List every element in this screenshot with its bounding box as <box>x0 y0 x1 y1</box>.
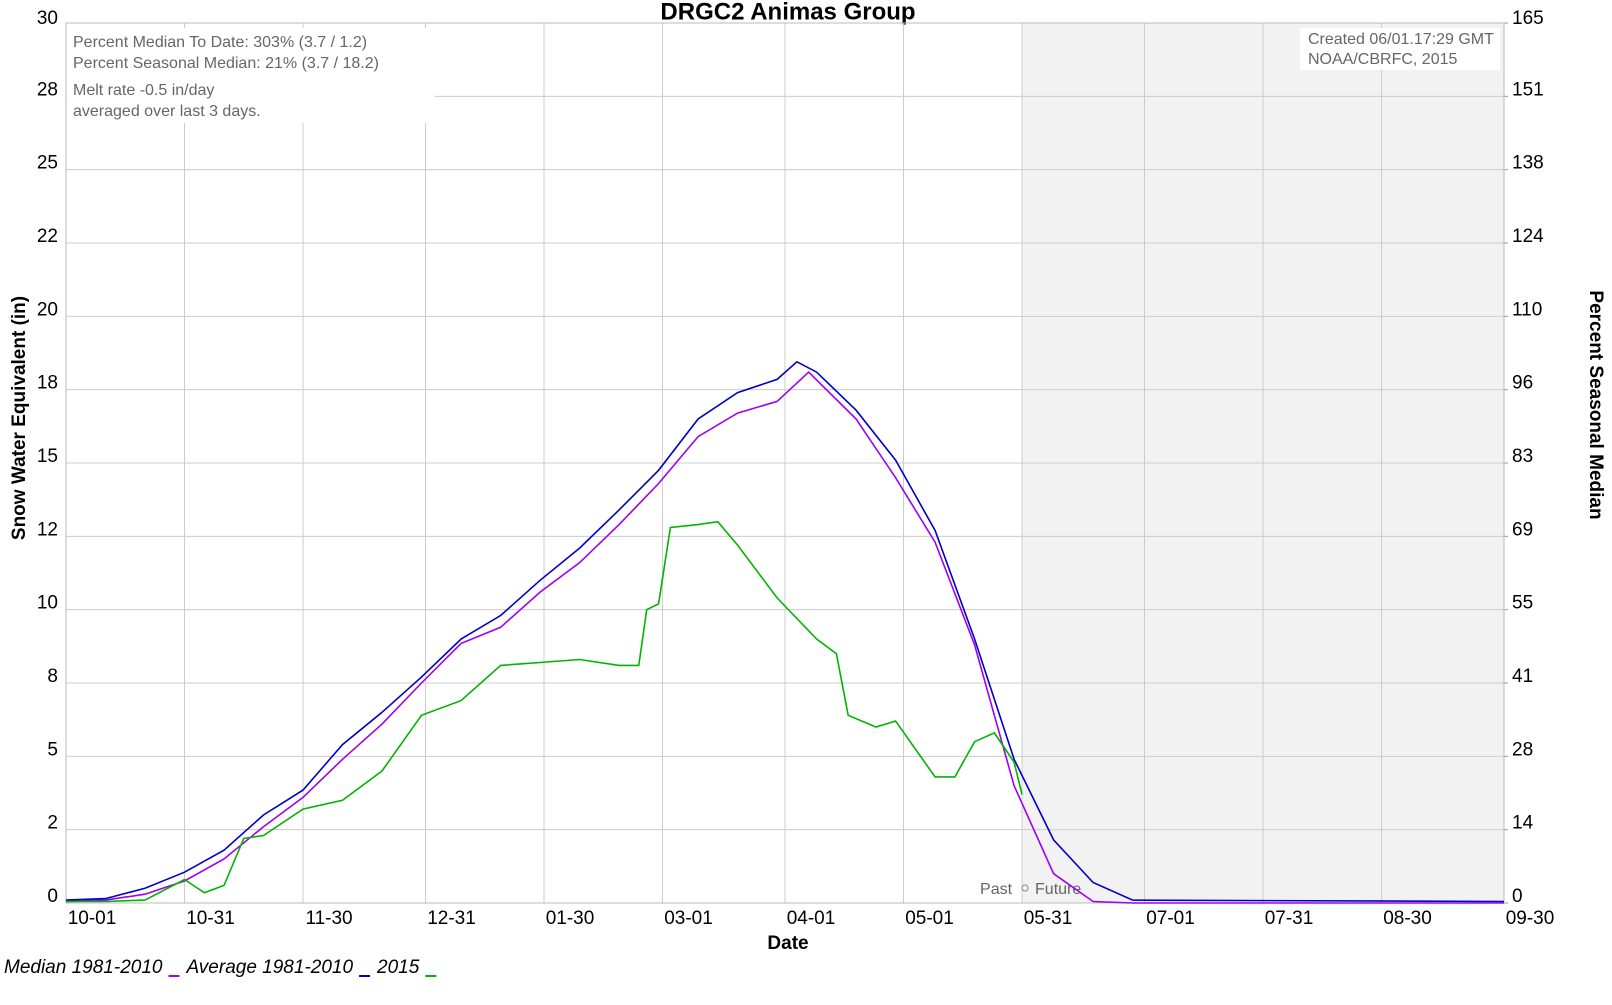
credit: NOAA/CBRFC, 2015 <box>1308 51 1457 68</box>
past-label: Past <box>980 881 1013 898</box>
legend: Median 1981-2010 Average 1981-2010 2015 <box>4 957 437 978</box>
y2-tick-label: 41 <box>1512 666 1533 687</box>
y-tick-label: 8 <box>47 666 58 687</box>
y2-tick-label: 83 <box>1512 446 1533 467</box>
legend-label: 2015 <box>376 957 420 978</box>
divider-marker <box>1021 884 1029 892</box>
x-tick-label: 04-01 <box>787 908 836 929</box>
y-tick-label: 5 <box>47 739 58 760</box>
y2-tick-label: 124 <box>1512 226 1544 247</box>
y2-tick-label: 110 <box>1512 299 1542 320</box>
y-tick-label: 2 <box>47 813 58 834</box>
annotation-box <box>67 28 435 123</box>
y-tick-label: 28 <box>37 79 58 100</box>
plot-frame <box>65 22 1505 904</box>
future-label: Future <box>1035 881 1081 898</box>
y2-tick-label: 28 <box>1512 739 1533 760</box>
x-tick-label: 05-31 <box>1024 908 1073 929</box>
x-tick-label: 12-31 <box>427 908 476 929</box>
x-tick-label: 08-30 <box>1383 908 1432 929</box>
x-tick-label: 05-01 <box>905 908 954 929</box>
y-tick-label: 0 <box>47 886 58 907</box>
annotation: Percent Median To Date: 303% (3.7 / 1.2) <box>73 34 367 51</box>
legend-label: Median 1981-2010 <box>4 957 163 978</box>
x-tick-label: 10-01 <box>68 908 117 929</box>
y2-tick-label: 0 <box>1512 886 1523 907</box>
x-tick-label: 09-30 <box>1506 908 1555 929</box>
chart-title: DRGC2 Animas Group <box>660 0 915 25</box>
y-axis-label: Snow Water Equivalent (in) <box>9 296 30 540</box>
y2-tick-label: 138 <box>1512 153 1544 174</box>
x-tick-label: 07-31 <box>1265 908 1314 929</box>
annotation: Percent Seasonal Median: 21% (3.7 / 18.2… <box>73 55 379 72</box>
x-tick-label: 03-01 <box>664 908 713 929</box>
y2-tick-label: 69 <box>1512 519 1533 540</box>
y-tick-label: 10 <box>37 593 58 614</box>
y2-axis-label: Percent Seasonal Median <box>1585 290 1606 519</box>
y2-tick-label: 165 <box>1512 8 1544 29</box>
annotation-box <box>1300 28 1500 70</box>
y-tick-label: 20 <box>37 299 58 320</box>
y-tick-label: 30 <box>37 8 58 29</box>
annotation: Melt rate -0.5 in/day <box>73 82 214 99</box>
y-tick-label: 12 <box>37 519 58 540</box>
series-line <box>66 520 1023 903</box>
y-tick-label: 18 <box>37 373 58 394</box>
y2-tick-label: 14 <box>1512 813 1534 834</box>
y-tick-label: 22 <box>37 226 58 247</box>
x-tick-label: 11-30 <box>305 908 352 929</box>
y2-tick-label: 96 <box>1512 373 1533 394</box>
credit: Created 06/01.17:29 GMT <box>1308 31 1494 48</box>
y2-tick-label: 55 <box>1512 593 1533 614</box>
y2-tick-label: 151 <box>1512 79 1544 100</box>
x-tick-label: 10-31 <box>186 908 235 929</box>
series-line <box>65 360 1505 903</box>
legend-label: Average 1981-2010 <box>185 957 353 978</box>
y-tick-label: 15 <box>37 446 58 467</box>
x-axis-label: Date <box>767 933 808 954</box>
x-tick-label: 07-01 <box>1146 908 1195 929</box>
x-tick-label: 01-30 <box>546 908 595 929</box>
annotation: averaged over last 3 days. <box>73 103 261 120</box>
y-tick-label: 25 <box>37 153 58 174</box>
